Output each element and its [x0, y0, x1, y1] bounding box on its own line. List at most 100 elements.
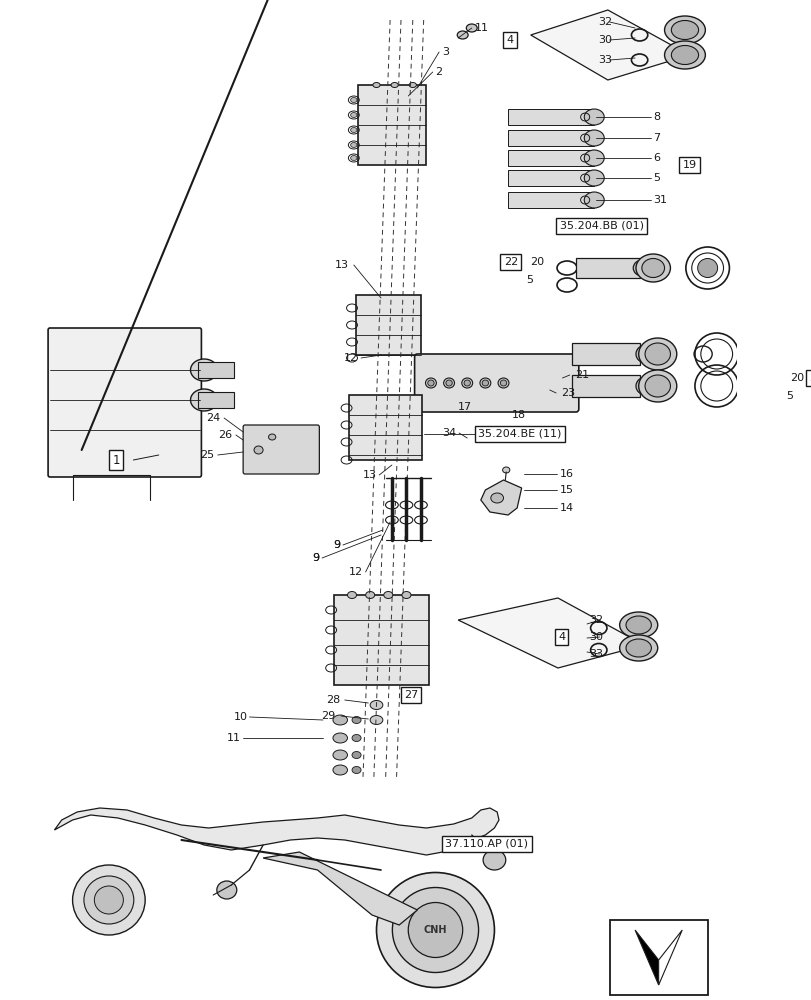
Ellipse shape: [497, 378, 508, 388]
Ellipse shape: [333, 733, 347, 743]
Text: 19: 19: [681, 160, 696, 170]
Ellipse shape: [268, 434, 276, 440]
Ellipse shape: [479, 378, 490, 388]
Ellipse shape: [350, 98, 357, 103]
Ellipse shape: [625, 639, 650, 657]
Polygon shape: [263, 852, 417, 925]
Text: CNH: CNH: [423, 925, 447, 935]
Ellipse shape: [352, 766, 361, 774]
Ellipse shape: [401, 591, 410, 598]
Text: 14: 14: [559, 503, 573, 513]
Text: 33: 33: [588, 649, 602, 659]
Polygon shape: [634, 930, 658, 985]
Ellipse shape: [365, 591, 374, 598]
Text: 34: 34: [442, 428, 456, 438]
Text: 24: 24: [206, 413, 221, 423]
Text: 5: 5: [652, 173, 659, 183]
Ellipse shape: [584, 170, 603, 186]
Text: 5: 5: [786, 391, 792, 401]
Ellipse shape: [352, 752, 361, 758]
Text: 18: 18: [512, 410, 526, 420]
Ellipse shape: [502, 467, 509, 473]
Ellipse shape: [443, 378, 454, 388]
Text: 9: 9: [312, 553, 319, 563]
Bar: [358, 85, 426, 165]
Text: 25: 25: [200, 450, 214, 460]
Ellipse shape: [84, 876, 134, 924]
Text: 2: 2: [435, 67, 442, 77]
Ellipse shape: [483, 850, 505, 870]
Ellipse shape: [641, 258, 663, 277]
Ellipse shape: [619, 612, 657, 638]
Text: 12: 12: [344, 353, 358, 363]
Text: 22: 22: [503, 257, 517, 267]
Bar: [571, 375, 639, 397]
Text: 9: 9: [312, 553, 319, 563]
Ellipse shape: [409, 83, 416, 88]
Polygon shape: [457, 598, 643, 668]
Bar: [508, 170, 594, 186]
Bar: [333, 595, 428, 685]
Ellipse shape: [461, 378, 472, 388]
Ellipse shape: [217, 881, 237, 899]
Ellipse shape: [350, 127, 357, 132]
Ellipse shape: [644, 375, 670, 397]
Bar: [355, 295, 420, 355]
Text: 12: 12: [349, 567, 363, 577]
Ellipse shape: [697, 258, 717, 277]
Ellipse shape: [392, 888, 478, 972]
Text: 37.110.AP (01): 37.110.AP (01): [445, 839, 528, 849]
Text: 16: 16: [559, 469, 573, 479]
Ellipse shape: [372, 83, 380, 88]
Ellipse shape: [671, 45, 697, 64]
Ellipse shape: [445, 380, 452, 386]
Ellipse shape: [584, 130, 603, 146]
Bar: [508, 150, 594, 166]
Polygon shape: [658, 930, 681, 985]
Ellipse shape: [584, 109, 603, 125]
Ellipse shape: [376, 872, 494, 988]
Text: 26: 26: [218, 430, 232, 440]
Ellipse shape: [619, 635, 657, 661]
Text: 27: 27: [403, 690, 418, 700]
Ellipse shape: [463, 380, 470, 386]
Text: 13: 13: [362, 470, 376, 480]
Text: 11: 11: [474, 23, 488, 33]
Text: 9: 9: [333, 540, 340, 550]
Ellipse shape: [663, 16, 705, 44]
Ellipse shape: [333, 765, 347, 775]
Ellipse shape: [408, 902, 462, 958]
Ellipse shape: [635, 254, 670, 282]
Text: 15: 15: [559, 485, 573, 495]
Ellipse shape: [671, 20, 697, 39]
Bar: [609, 920, 706, 995]
Ellipse shape: [72, 865, 145, 935]
Text: 31: 31: [652, 195, 667, 205]
Ellipse shape: [191, 359, 217, 381]
Ellipse shape: [638, 370, 676, 402]
Text: 35.204.BE (11): 35.204.BE (11): [478, 429, 560, 439]
Text: 32: 32: [588, 615, 603, 625]
Text: 13: 13: [335, 260, 349, 270]
Ellipse shape: [333, 750, 347, 760]
Ellipse shape: [625, 616, 650, 634]
Ellipse shape: [644, 343, 670, 365]
Text: 32: 32: [597, 17, 611, 27]
Polygon shape: [480, 480, 521, 515]
Text: 8: 8: [652, 112, 659, 122]
Text: 10: 10: [234, 712, 247, 722]
Ellipse shape: [352, 716, 361, 724]
Ellipse shape: [427, 380, 434, 386]
Bar: [349, 395, 422, 460]
Ellipse shape: [370, 716, 382, 724]
Text: 3: 3: [441, 47, 448, 57]
Text: 22: 22: [809, 373, 811, 383]
Text: 21: 21: [574, 370, 589, 380]
Text: 9: 9: [333, 540, 340, 550]
Ellipse shape: [254, 446, 263, 454]
Ellipse shape: [347, 591, 356, 598]
Ellipse shape: [466, 24, 477, 32]
Text: 20: 20: [529, 257, 543, 267]
Ellipse shape: [633, 260, 650, 276]
Text: 4: 4: [557, 632, 564, 642]
